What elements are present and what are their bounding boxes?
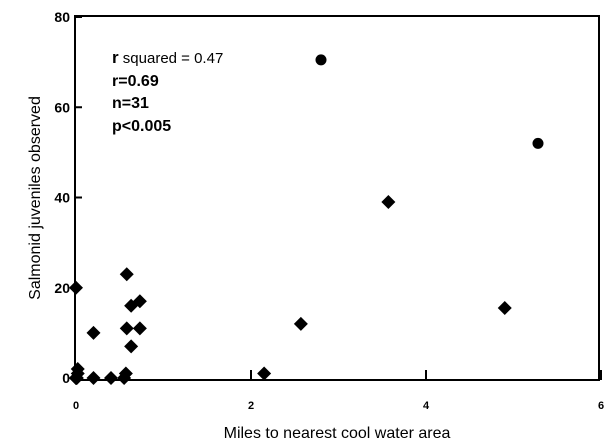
r-squared-label: r squared = 0.47: [112, 48, 223, 67]
x-tick-label: 2: [248, 400, 254, 412]
data-point-diamond: [132, 321, 147, 336]
y-tick-label: 40: [54, 190, 70, 206]
statistics-annotation: r squared = 0.47 r=0.69 n=31 p<0.005: [112, 48, 223, 135]
r-value-label: r=0.69: [112, 73, 159, 90]
data-point-diamond: [119, 267, 134, 282]
plot-area: [74, 15, 600, 381]
data-point-diamond: [70, 361, 85, 376]
data-point-diamond: [124, 339, 139, 354]
y-tick-label: 0: [62, 370, 70, 386]
y-tick-label: 20: [54, 280, 70, 296]
r-squared-value: squared = 0.47: [119, 50, 224, 67]
r-squared-symbol: r: [112, 48, 119, 67]
data-point-circle: [315, 54, 327, 66]
data-point-diamond: [104, 371, 118, 385]
data-points: [69, 54, 544, 385]
x-tick-label: 0: [73, 400, 79, 412]
data-point-diamond: [118, 366, 133, 381]
y-axis-label: Salmonid juveniles observed: [27, 96, 44, 300]
plot-frame: [74, 15, 600, 381]
data-point-diamond: [132, 294, 147, 309]
x-tick-label: 6: [598, 400, 604, 412]
x-axis: 0 2 4 6: [73, 370, 604, 412]
data-point-diamond: [86, 325, 101, 340]
n-value-label: n=31: [112, 95, 149, 112]
p-value-label: p<0.005: [112, 118, 171, 135]
y-axis: 0 20 40 60 80: [54, 9, 82, 386]
x-tick-label: 4: [423, 400, 430, 412]
data-point-diamond: [257, 366, 272, 381]
data-point-diamond: [119, 321, 134, 336]
data-point-circle: [532, 137, 544, 149]
data-point-diamond: [293, 316, 308, 331]
data-point-diamond: [69, 280, 83, 295]
data-point-diamond: [497, 301, 512, 316]
x-axis-label: Miles to nearest cool water area: [224, 425, 451, 442]
data-point-diamond: [381, 195, 396, 210]
y-tick-label: 60: [54, 99, 70, 115]
data-point-diamond: [86, 371, 101, 385]
y-tick-label: 80: [54, 9, 70, 25]
